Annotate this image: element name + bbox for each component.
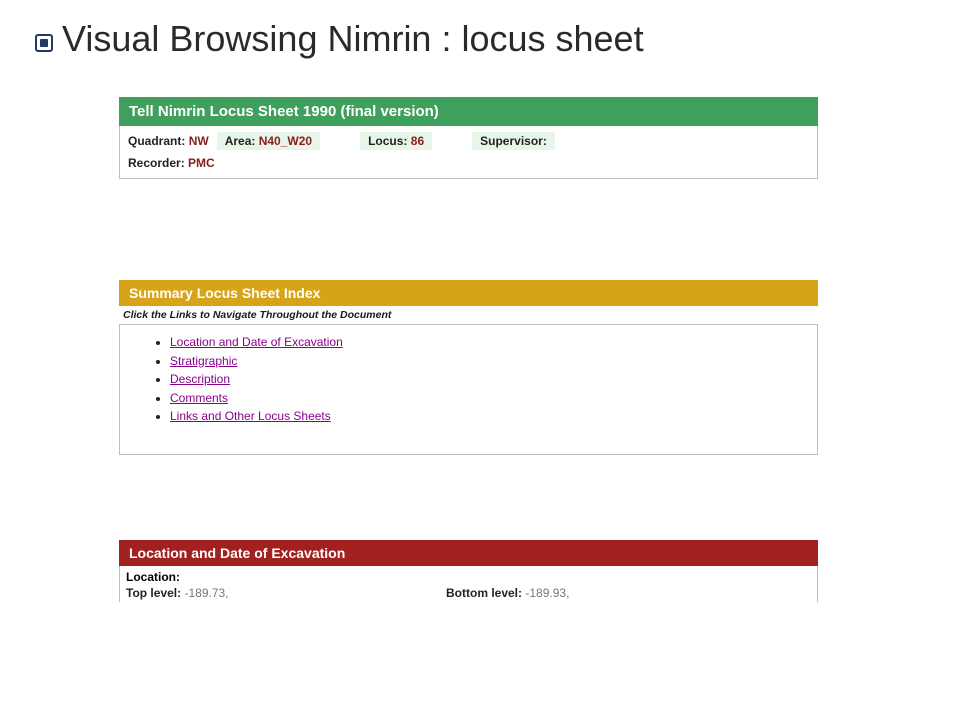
area-label: Area: (225, 134, 256, 148)
bottom-level-value: -189.93 (525, 586, 566, 600)
bottom-level-label: Bottom level: (446, 586, 522, 600)
link-location-date[interactable]: Location and Date of Excavation (170, 335, 343, 349)
quadrant-value: NW (189, 134, 209, 148)
section-summary-index: Summary Locus Sheet Index Click the Link… (119, 280, 818, 455)
bottom-level-cell: Bottom level: -189.93, (446, 586, 569, 600)
link-stratigraphic[interactable]: Stratigraphic (170, 354, 237, 368)
top-level-label: Top level: (126, 586, 181, 600)
recorder-value: PMC (188, 156, 215, 170)
info-line-1: Quadrant: NW Area: N40_W20 Locus: 86 Sup… (126, 132, 811, 150)
info-row: Quadrant: NW Area: N40_W20 Locus: 86 Sup… (119, 126, 818, 179)
section-location-date: Location and Date of Excavation Location… (119, 540, 818, 602)
locus-cell: Locus: 86 (360, 132, 432, 150)
location-body: Location: Top level: -189.73, Bottom lev… (119, 566, 818, 602)
supervisor-label: Supervisor: (480, 134, 547, 148)
quadrant-cell: Quadrant: NW (126, 132, 217, 150)
section-locus-sheet: Tell Nimrin Locus Sheet 1990 (final vers… (119, 97, 818, 179)
slide-container: Visual Browsing Nimrin : locus sheet Tel… (0, 0, 960, 720)
list-item: Stratigraphic (170, 352, 807, 371)
header-yellow: Summary Locus Sheet Index (119, 280, 818, 306)
list-item: Links and Other Locus Sheets (170, 407, 807, 426)
list-item: Description (170, 370, 807, 389)
recorder-cell: Recorder: PMC (126, 154, 223, 172)
header-green: Tell Nimrin Locus Sheet 1990 (final vers… (119, 97, 818, 126)
index-list: Location and Date of Excavation Stratigr… (170, 333, 807, 426)
area-cell: Area: N40_W20 (217, 132, 320, 150)
comma-2: , (566, 586, 569, 600)
quadrant-label: Quadrant: (128, 134, 185, 148)
list-item: Comments (170, 389, 807, 408)
list-item: Location and Date of Excavation (170, 333, 807, 352)
info-line-2: Recorder: PMC (126, 156, 811, 170)
levels-line: Top level: -189.73, Bottom level: -189.9… (126, 586, 811, 600)
slide-title: Visual Browsing Nimrin : locus sheet (62, 18, 644, 60)
top-level-cell: Top level: -189.73, (126, 586, 446, 600)
link-comments[interactable]: Comments (170, 391, 228, 405)
location-label: Location: (126, 570, 811, 584)
supervisor-cell: Supervisor: (472, 132, 555, 150)
top-level-value: -189.73 (184, 586, 225, 600)
instruction-text: Click the Links to Navigate Throughout t… (119, 306, 818, 324)
header-red: Location and Date of Excavation (119, 540, 818, 566)
comma-1: , (225, 586, 228, 600)
link-description[interactable]: Description (170, 372, 230, 386)
recorder-label: Recorder: (128, 156, 185, 170)
locus-value: 86 (411, 134, 424, 148)
locus-label: Locus: (368, 134, 407, 148)
index-linkbox: Location and Date of Excavation Stratigr… (119, 324, 818, 455)
link-other-sheets[interactable]: Links and Other Locus Sheets (170, 409, 331, 423)
title-bullet-icon (35, 34, 53, 52)
area-value: N40_W20 (259, 134, 312, 148)
